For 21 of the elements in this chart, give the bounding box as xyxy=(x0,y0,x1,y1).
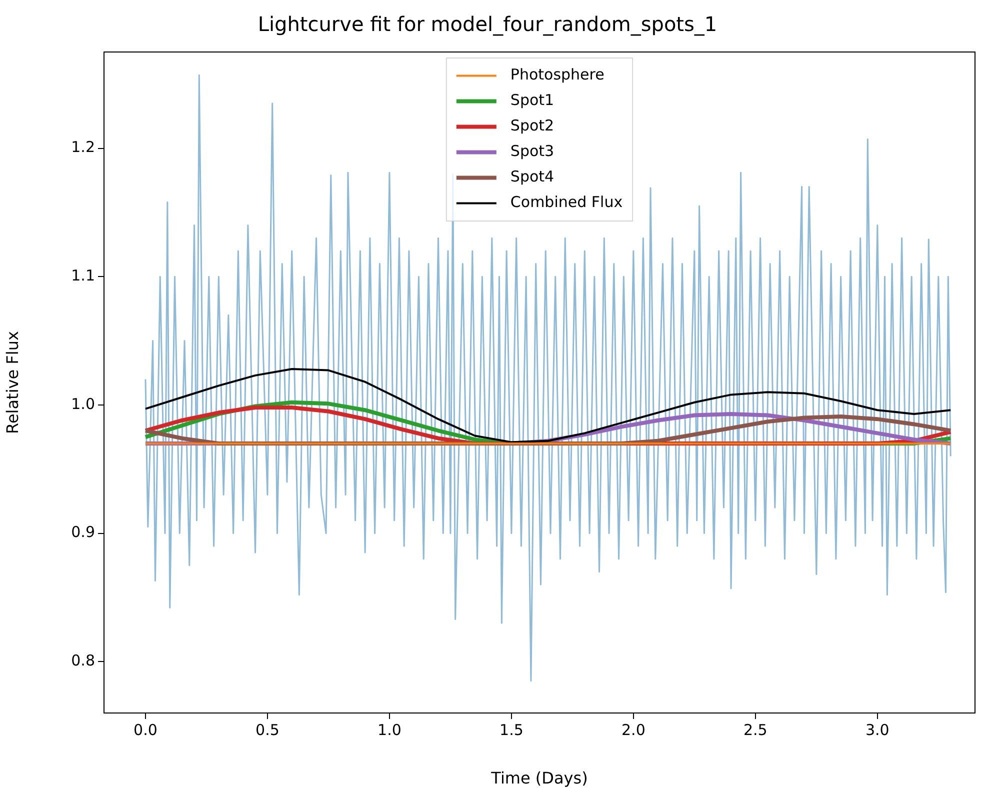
y-tick-label: 1.0 xyxy=(71,394,95,413)
x-tick-label: 2.5 xyxy=(743,720,768,739)
x-tick-label: 0.0 xyxy=(134,720,158,739)
x-tick-label: 2.0 xyxy=(622,720,646,739)
y-tick-label: 0.9 xyxy=(71,523,95,542)
chart-title: Lightcurve fit for model_four_random_spots_1 xyxy=(258,12,718,36)
y-axis-title: Relative Flux xyxy=(2,331,22,434)
x-tick-label: 1.5 xyxy=(500,720,524,739)
legend-label: Spot3 xyxy=(510,142,554,160)
legend-label: Spot1 xyxy=(510,91,554,110)
x-tick-label: 0.5 xyxy=(256,720,280,739)
y-tick-label: 0.8 xyxy=(71,652,95,670)
legend-label: Photosphere xyxy=(510,66,604,84)
legend-label: Combined Flux xyxy=(510,193,623,212)
legend-label: Spot2 xyxy=(510,116,554,135)
x-tick-label: 1.0 xyxy=(378,720,402,739)
x-axis-title: Time (Days) xyxy=(490,768,588,788)
x-tick-label: 3.0 xyxy=(865,720,890,739)
legend-label: Spot4 xyxy=(510,168,554,186)
y-tick-label: 1.2 xyxy=(71,138,95,156)
y-tick-label: 1.1 xyxy=(71,266,95,284)
